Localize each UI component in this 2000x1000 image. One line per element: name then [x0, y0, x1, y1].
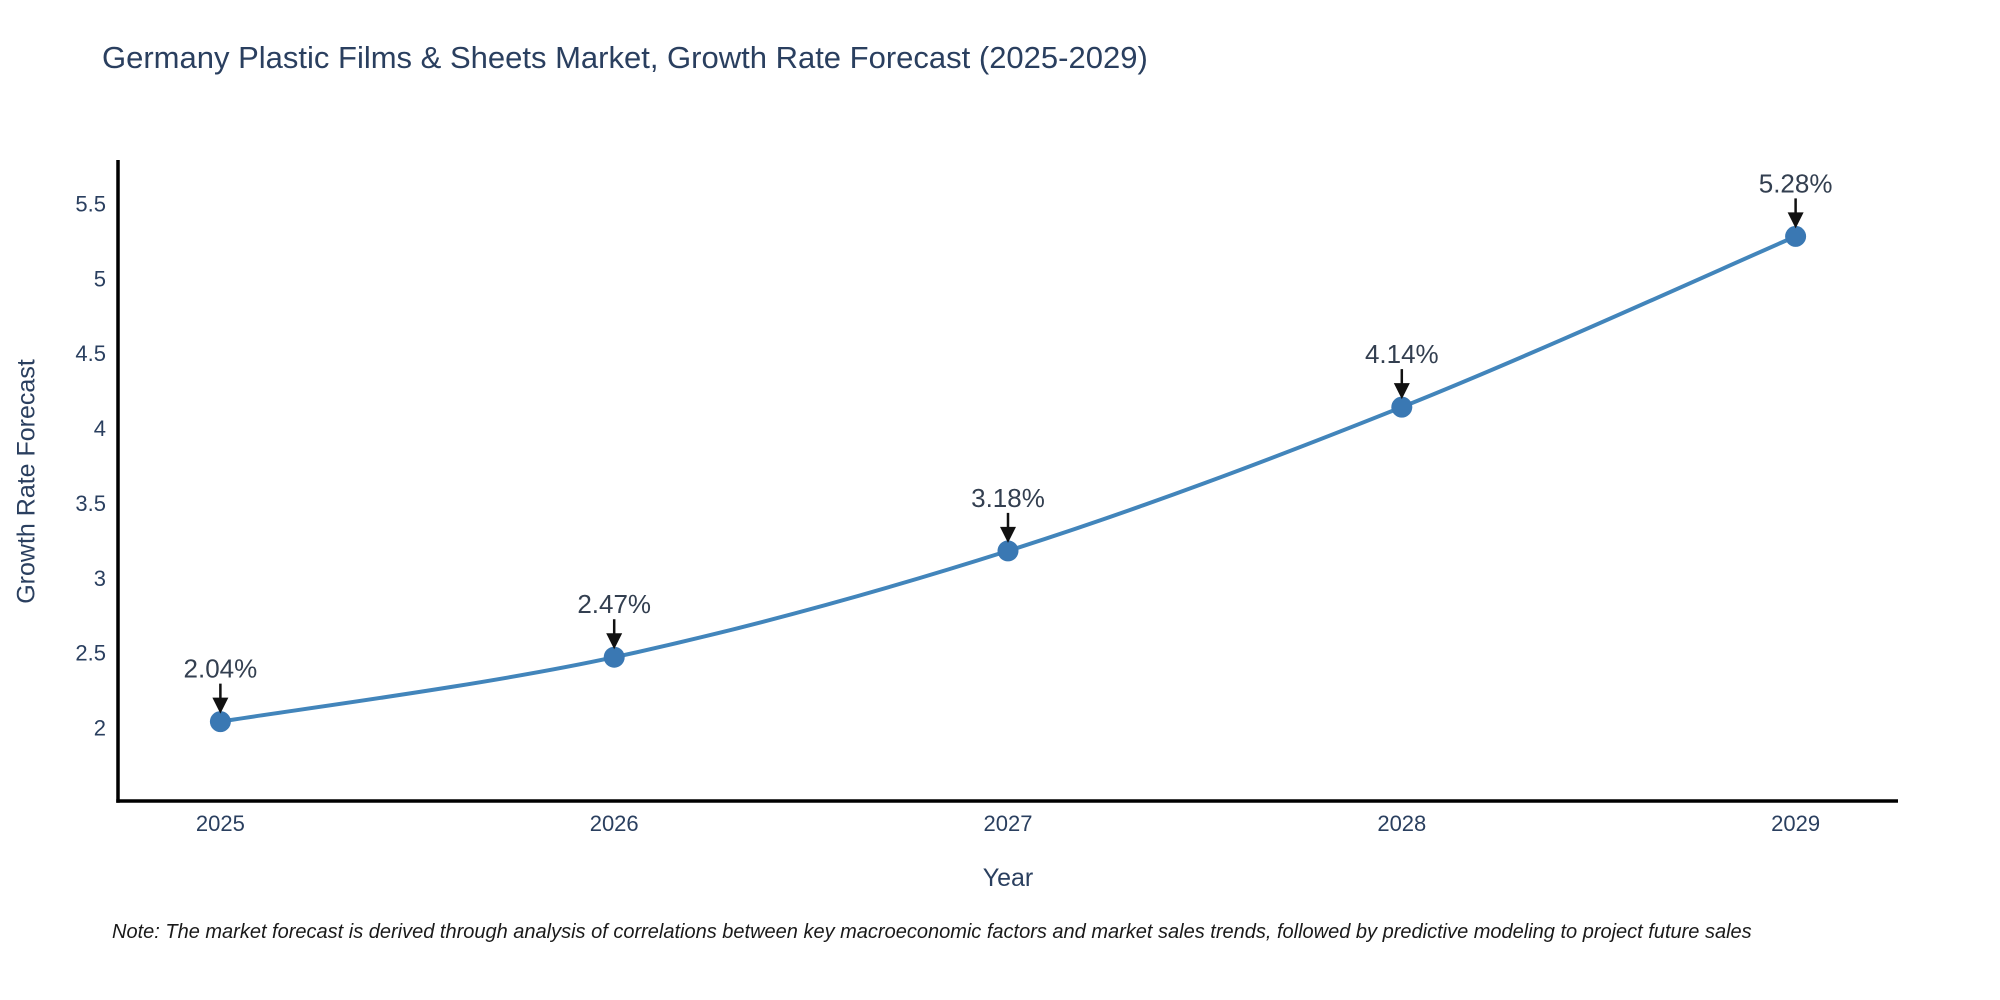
y-tick-label: 2 [94, 716, 106, 741]
y-tick-label: 5 [94, 266, 106, 291]
x-axis-title: Year [982, 864, 1034, 892]
y-tick-label: 4.5 [75, 341, 106, 366]
annotation-arrowhead [1787, 212, 1804, 229]
annotation-arrowhead [606, 633, 623, 650]
x-tick-label: 2029 [1771, 811, 1820, 836]
x-tick-label: 2028 [1377, 811, 1426, 836]
forecast-line [218, 234, 1798, 724]
x-tick-label: 2027 [984, 811, 1033, 836]
y-axis-title: Growth Rate Forecast [12, 359, 41, 604]
y-tick-label: 4 [94, 416, 106, 441]
y-tick-label: 5.5 [75, 191, 106, 216]
chart-title: Germany Plastic Films & Sheets Market, G… [102, 40, 1148, 75]
data-point-2027[interactable] [997, 540, 1019, 562]
data-point-2025[interactable] [209, 711, 231, 733]
y-tick-label: 2.5 [75, 641, 106, 666]
annotation-label: 2.47% [577, 589, 651, 619]
data-point-2028[interactable] [1391, 396, 1413, 418]
annotation-label: 3.18% [971, 483, 1045, 513]
chart-note: Note: The market forecast is derived thr… [112, 921, 1752, 943]
data-point-2026[interactable] [603, 646, 625, 668]
data-point-2029[interactable] [1785, 225, 1807, 247]
annotation-label: 5.28% [1759, 168, 1833, 198]
y-tick-label: 3 [94, 566, 106, 591]
annotation-arrowhead [1393, 383, 1410, 400]
x-tick-label: 2026 [590, 811, 639, 836]
annotation-arrowhead [212, 697, 229, 714]
x-tick-label: 2025 [196, 811, 245, 836]
y-tick-label: 3.5 [75, 491, 106, 516]
annotation-arrowhead [1000, 526, 1016, 543]
annotation-label: 4.14% [1365, 339, 1439, 369]
annotation-label: 2.04% [184, 654, 258, 684]
